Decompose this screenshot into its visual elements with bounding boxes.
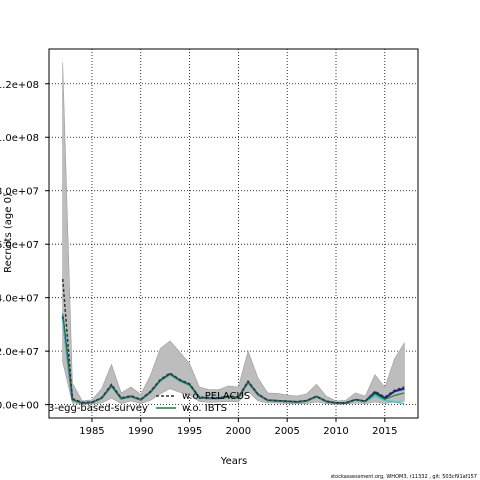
y-tick-label: 2.0e+07 [0,347,39,358]
y-tick-label: 8.0e+07 [0,187,39,198]
y-axis-ticks: 0.0e+00 2.0e+07 4.0e+07 6.0e+07 8.0e+07 1.0e+… [0,80,49,412]
x-tick-label: 2015 [372,426,397,437]
footnote: stockassessment.org, WHOM3, r11332 , git… [331,474,477,480]
legend-label-ibts: w.o. IBTS [182,403,227,414]
series-line-wo-pelacus [61,278,405,404]
x-tick-label: 2005 [274,426,299,437]
x-tick-label: 2000 [226,426,251,437]
legend-label-pelacus: w.o. PELACUS [182,391,250,402]
confidence-band [62,62,405,405]
x-tick-label: 2010 [323,426,348,437]
legend: 3-egg-based-survey w.o. PELACUS w.o. IBT… [48,391,250,414]
y-tick-label: 0.0e+00 [0,401,39,412]
x-axis-ticks: 1985 1990 1995 2000 2005 2010 2015 [79,418,398,437]
y-axis-label: Recruits (age 0) [3,193,14,273]
x-tick-label: 1985 [79,426,104,437]
y-tick-label: 4.0e+07 [0,294,39,305]
series-lines [61,278,405,405]
y-tick-label: 1.2e+08 [0,80,39,91]
grid-lines [49,49,418,418]
plot-frame [48,48,419,419]
confidence-band-area [62,62,405,405]
x-axis-label: Years [220,456,247,467]
x-tick-label: 1995 [177,426,202,437]
x-tick-label: 1990 [128,426,153,437]
y-tick-label: 6.0e+07 [0,240,39,251]
y-tick-label: 1.0e+08 [0,133,39,144]
legend-extra-label: 3-egg-based-survey [48,403,148,414]
